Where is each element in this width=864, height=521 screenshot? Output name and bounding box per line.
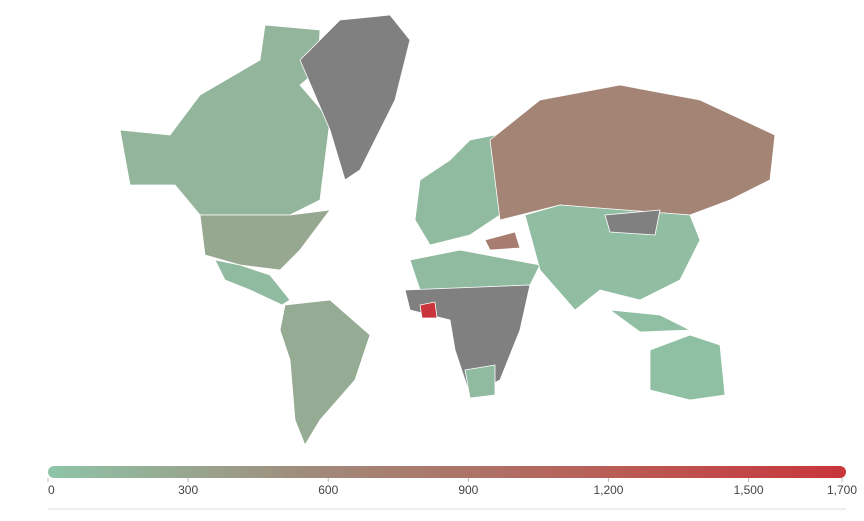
region [199,209,331,271]
region [409,249,541,291]
tick-label: 1,700 [827,483,857,497]
region [279,299,371,446]
region [604,209,661,236]
region [119,24,331,216]
region [609,309,691,333]
tick-label: 300 [178,483,198,497]
region [299,14,411,181]
region [419,301,438,319]
region [414,134,501,246]
tick-label: 600 [318,483,338,497]
tick-label: 900 [458,483,478,497]
region [214,259,291,306]
region [489,84,776,221]
region [524,204,701,311]
region [484,231,521,251]
region [464,364,496,399]
tick-label: 0 [48,483,55,497]
region [649,334,726,401]
tick-label: 1,200 [593,483,623,497]
legend-bar [48,466,846,478]
tick-label: 1,500 [734,483,764,497]
regions [119,14,776,446]
